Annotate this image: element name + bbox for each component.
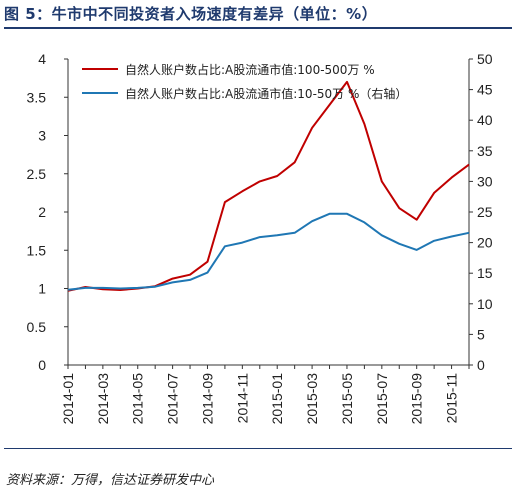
- x-tick-label: 2015-11: [444, 373, 460, 424]
- chart-title: 图 5：牛市中不同投资者入场速度有差异（单位：%）: [4, 5, 378, 23]
- right-tick-label: 5: [477, 326, 485, 342]
- x-tick-label: 2015-07: [374, 373, 390, 425]
- footer-divider: [4, 448, 512, 449]
- x-tick-label: 2014-05: [130, 373, 146, 425]
- right-tick-label: 40: [477, 112, 493, 128]
- right-tick-label: 10: [477, 296, 493, 312]
- left-tick-label: 4: [38, 51, 46, 67]
- legend-label-2: 自然人账户数占比:A股流通市值:10-50万 %（右轴）: [125, 86, 407, 101]
- x-tick-label: 2014-01: [60, 373, 76, 425]
- x-tick-label: 2015-09: [409, 373, 425, 425]
- x-tick-label: 2014-03: [95, 373, 111, 425]
- left-tick-label: 3.5: [27, 89, 47, 105]
- x-tick-label: 2015-05: [339, 373, 355, 425]
- title-divider: [4, 27, 512, 29]
- left-tick-label: 3: [38, 128, 46, 144]
- right-tick-label: 35: [477, 143, 493, 159]
- x-tick-label: 2014-09: [199, 373, 215, 425]
- x-tick-label: 2014-11: [234, 373, 250, 424]
- right-tick-label: 45: [477, 82, 493, 98]
- right-tick-label: 0: [477, 357, 485, 373]
- left-tick-label: 1: [38, 281, 46, 297]
- right-tick-label: 25: [477, 204, 493, 220]
- right-tick-label: 20: [477, 235, 493, 251]
- left-tick-label: 0: [38, 357, 46, 373]
- source-note: 资料来源：万得，信达证券研发中心: [6, 473, 215, 488]
- right-tick-label: 30: [477, 173, 493, 189]
- right-tick-label: 15: [477, 265, 493, 281]
- left-tick-label: 2: [38, 204, 46, 220]
- line-chart: 00.511.522.533.5405101520253035404550201…: [27, 51, 493, 424]
- x-tick-label: 2015-03: [304, 373, 320, 425]
- series-line-1: [67, 80, 470, 292]
- legend-label-1: 自然人账户数占比:A股流通市值:100-500万 %: [125, 62, 375, 77]
- chart-axes: 00.511.522.533.5405101520253035404550201…: [27, 51, 493, 424]
- x-tick-label: 2015-01: [269, 373, 285, 425]
- right-tick-label: 50: [477, 51, 493, 67]
- x-tick-label: 2014-07: [165, 373, 181, 425]
- series-line-2: [67, 212, 470, 291]
- left-tick-label: 0.5: [27, 319, 47, 335]
- left-tick-label: 1.5: [27, 242, 47, 258]
- chart-series: [67, 80, 470, 292]
- chart-legend: 自然人账户数占比:A股流通市值:100-500万 % 自然人账户数占比:A股流通市…: [82, 62, 407, 101]
- left-tick-label: 2.5: [27, 166, 47, 182]
